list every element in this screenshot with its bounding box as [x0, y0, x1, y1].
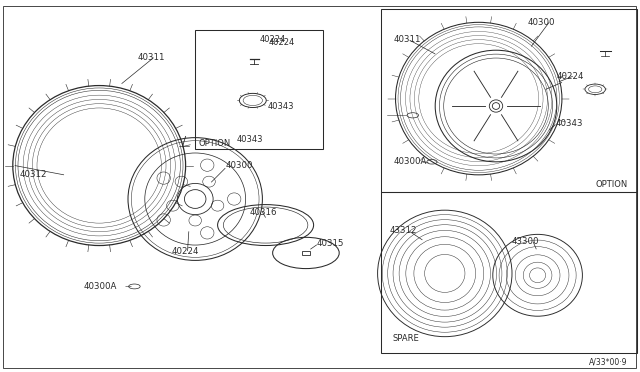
Text: 40343: 40343 — [556, 119, 583, 128]
Text: 40300A: 40300A — [394, 157, 427, 166]
Text: OPTION: OPTION — [198, 139, 230, 148]
Text: 40316: 40316 — [250, 208, 277, 217]
Text: 40300: 40300 — [528, 18, 556, 27]
Text: SPARE: SPARE — [392, 334, 419, 343]
Text: 40312: 40312 — [19, 170, 47, 179]
Text: A/33*00·9: A/33*00·9 — [589, 357, 627, 366]
Text: 40224: 40224 — [172, 247, 199, 256]
Text: 40343: 40343 — [237, 135, 263, 144]
Text: 40224: 40224 — [259, 35, 285, 44]
Text: 40300: 40300 — [225, 161, 253, 170]
Text: 40224: 40224 — [269, 38, 295, 47]
Text: 43300: 43300 — [512, 237, 540, 246]
Text: 43312: 43312 — [389, 226, 417, 235]
Text: 40343: 40343 — [268, 102, 294, 110]
Text: 40315: 40315 — [317, 239, 344, 248]
Bar — [302, 251, 310, 255]
Text: 40311: 40311 — [138, 53, 165, 62]
Text: OPTION: OPTION — [595, 180, 627, 189]
Text: 40224: 40224 — [557, 72, 584, 81]
Text: 40311: 40311 — [394, 35, 421, 44]
Text: 40300A: 40300A — [83, 282, 116, 291]
